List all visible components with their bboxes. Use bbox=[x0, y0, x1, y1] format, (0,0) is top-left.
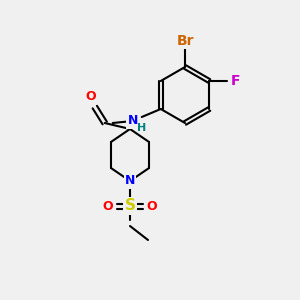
Text: F: F bbox=[230, 74, 240, 88]
Text: N: N bbox=[128, 115, 138, 128]
Text: Br: Br bbox=[176, 34, 194, 48]
Text: N: N bbox=[125, 175, 135, 188]
Text: H: H bbox=[137, 123, 146, 133]
Text: O: O bbox=[85, 91, 96, 103]
Text: O: O bbox=[147, 200, 157, 212]
Text: O: O bbox=[103, 200, 113, 212]
Text: S: S bbox=[124, 199, 136, 214]
